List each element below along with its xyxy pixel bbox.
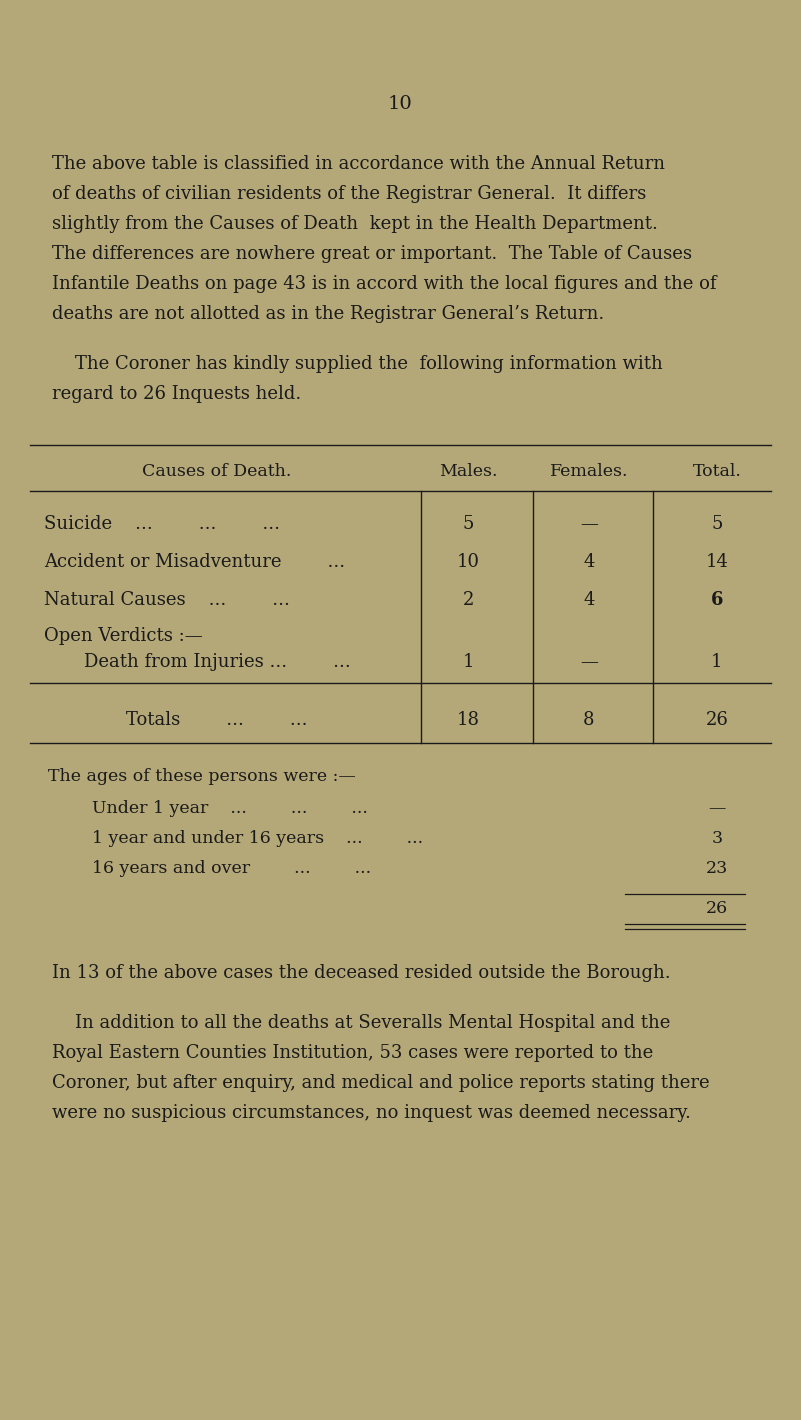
Text: 26: 26 bbox=[706, 711, 728, 728]
Text: 10: 10 bbox=[457, 552, 480, 571]
Text: 5: 5 bbox=[463, 515, 474, 532]
Text: 4: 4 bbox=[583, 552, 594, 571]
Text: 5: 5 bbox=[711, 515, 723, 532]
Text: —: — bbox=[708, 799, 726, 816]
Text: The above table is classified in accordance with the Annual Return: The above table is classified in accorda… bbox=[52, 155, 665, 173]
Text: 18: 18 bbox=[457, 711, 480, 728]
Text: Total.: Total. bbox=[692, 463, 742, 480]
Text: The Coroner has kindly supplied the  following information with: The Coroner has kindly supplied the foll… bbox=[52, 355, 662, 373]
Text: 4: 4 bbox=[583, 591, 594, 609]
Text: 1: 1 bbox=[463, 653, 474, 672]
Text: regard to 26 Inquests held.: regard to 26 Inquests held. bbox=[52, 385, 301, 403]
Text: Totals        ...        ...: Totals ... ... bbox=[126, 711, 307, 728]
Text: Open Verdicts :—: Open Verdicts :— bbox=[44, 628, 203, 645]
Text: 3: 3 bbox=[711, 831, 723, 846]
Text: Under 1 year    ...        ...        ...: Under 1 year ... ... ... bbox=[92, 799, 368, 816]
Text: —: — bbox=[580, 653, 598, 672]
Text: Coroner, but after enquiry, and medical and police reports stating there: Coroner, but after enquiry, and medical … bbox=[52, 1074, 710, 1092]
Text: Suicide    ...        ...        ...: Suicide ... ... ... bbox=[44, 515, 280, 532]
Text: Infantile Deaths on page 43 is in accord with the local figures and the of: Infantile Deaths on page 43 is in accord… bbox=[52, 275, 717, 293]
Text: —: — bbox=[580, 515, 598, 532]
Text: 26: 26 bbox=[706, 900, 728, 917]
Text: Natural Causes    ...        ...: Natural Causes ... ... bbox=[44, 591, 290, 609]
Text: Females.: Females. bbox=[549, 463, 628, 480]
Text: In 13 of the above cases the deceased resided outside the Borough.: In 13 of the above cases the deceased re… bbox=[52, 964, 670, 983]
Text: 16 years and over        ...        ...: 16 years and over ... ... bbox=[92, 861, 371, 878]
Text: 6: 6 bbox=[710, 591, 723, 609]
Text: In addition to all the deaths at Severalls Mental Hospital and the: In addition to all the deaths at Several… bbox=[52, 1014, 670, 1032]
Text: slightly from the Causes of Death  kept in the Health Department.: slightly from the Causes of Death kept i… bbox=[52, 214, 658, 233]
Text: deaths are not allotted as in the Registrar General’s Return.: deaths are not allotted as in the Regist… bbox=[52, 305, 604, 322]
Text: were no suspicious circumstances, no inquest was deemed necessary.: were no suspicious circumstances, no inq… bbox=[52, 1103, 691, 1122]
Text: 1 year and under 16 years    ...        ...: 1 year and under 16 years ... ... bbox=[92, 831, 423, 846]
Text: Accident or Misadventure        ...: Accident or Misadventure ... bbox=[44, 552, 345, 571]
Text: Royal Eastern Counties Institution, 53 cases were reported to the: Royal Eastern Counties Institution, 53 c… bbox=[52, 1044, 654, 1062]
Text: The ages of these persons were :—: The ages of these persons were :— bbox=[48, 768, 356, 785]
Text: 23: 23 bbox=[706, 861, 728, 878]
Text: Males.: Males. bbox=[439, 463, 498, 480]
Text: Death from Injuries ...        ...: Death from Injuries ... ... bbox=[84, 653, 351, 672]
Text: 10: 10 bbox=[388, 95, 413, 114]
Text: 1: 1 bbox=[711, 653, 723, 672]
Text: 8: 8 bbox=[583, 711, 594, 728]
Text: The differences are nowhere great or important.  The Table of Causes: The differences are nowhere great or imp… bbox=[52, 246, 692, 263]
Text: Causes of Death.: Causes of Death. bbox=[142, 463, 291, 480]
Text: of deaths of civilian residents of the Registrar General.  It differs: of deaths of civilian residents of the R… bbox=[52, 185, 646, 203]
Text: 2: 2 bbox=[463, 591, 474, 609]
Text: 14: 14 bbox=[706, 552, 728, 571]
